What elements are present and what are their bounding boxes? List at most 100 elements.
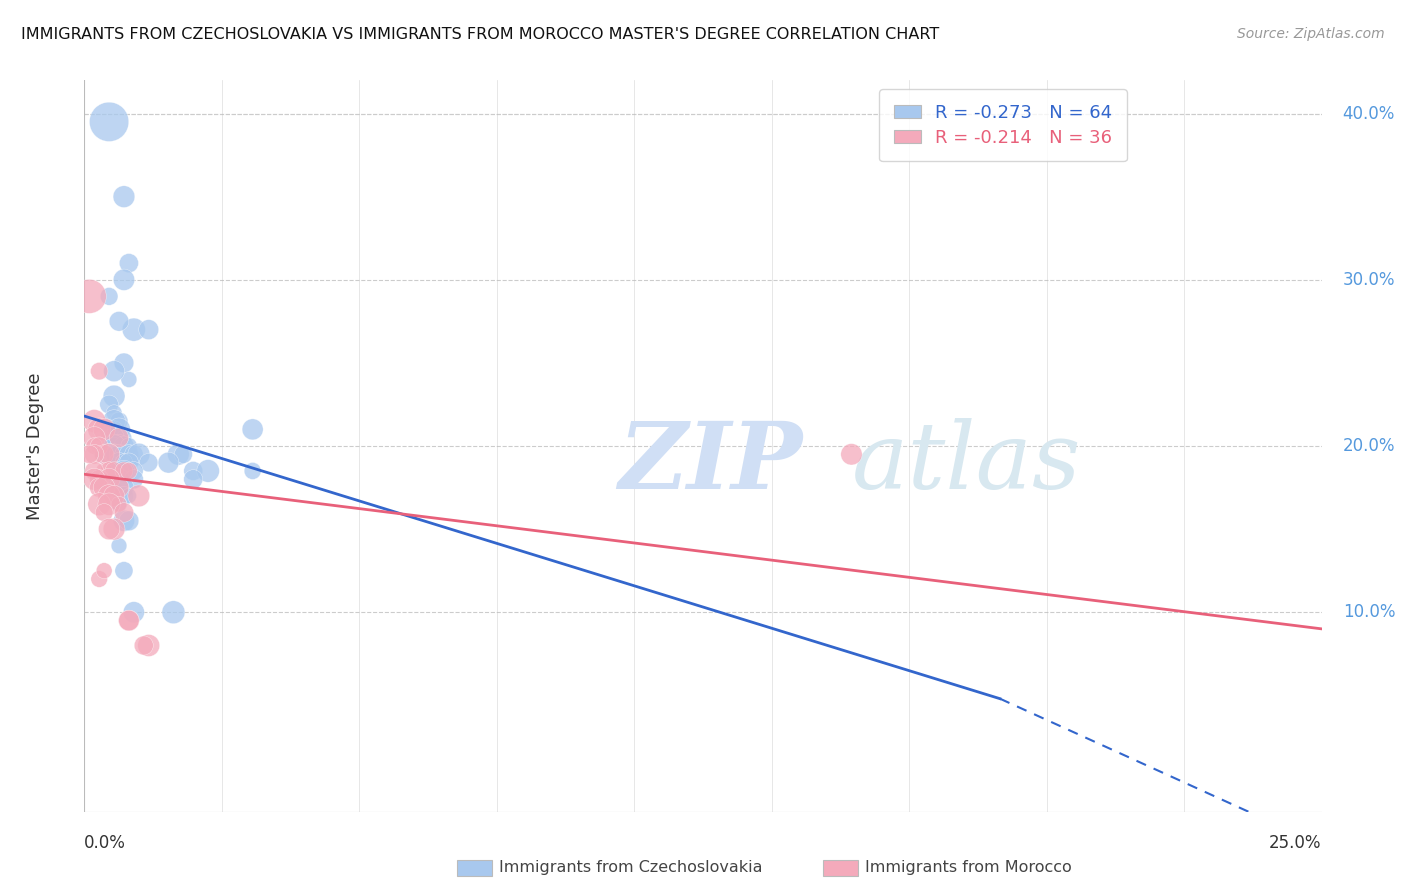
Point bbox=[103, 522, 125, 536]
Point bbox=[98, 115, 121, 129]
Point bbox=[112, 273, 135, 287]
Point bbox=[242, 464, 264, 478]
Point bbox=[118, 439, 141, 453]
Point bbox=[98, 397, 121, 411]
Point bbox=[98, 472, 121, 486]
Point bbox=[108, 314, 131, 328]
Point bbox=[122, 472, 145, 486]
Point bbox=[89, 364, 111, 378]
Point bbox=[138, 639, 160, 653]
Point bbox=[112, 456, 135, 470]
Point bbox=[118, 464, 141, 478]
Point bbox=[118, 489, 141, 503]
Point bbox=[103, 439, 125, 453]
Point bbox=[138, 323, 160, 337]
Point bbox=[98, 489, 121, 503]
Point bbox=[103, 489, 125, 503]
Point bbox=[83, 447, 105, 461]
Point bbox=[98, 289, 121, 303]
Point bbox=[122, 447, 145, 461]
Point bbox=[118, 514, 141, 528]
Point bbox=[98, 447, 121, 461]
Text: Master's Degree: Master's Degree bbox=[27, 372, 44, 520]
Point bbox=[108, 539, 131, 553]
Point bbox=[118, 614, 141, 628]
Point bbox=[103, 447, 125, 461]
Point bbox=[89, 422, 111, 436]
Point bbox=[242, 422, 264, 436]
Point bbox=[108, 472, 131, 486]
Point bbox=[112, 431, 135, 445]
Point bbox=[118, 456, 141, 470]
Point bbox=[103, 422, 125, 436]
Text: Immigrants from Czechoslovakia: Immigrants from Czechoslovakia bbox=[499, 861, 762, 875]
Text: 0.0%: 0.0% bbox=[84, 834, 127, 852]
Point bbox=[138, 456, 160, 470]
Point bbox=[103, 431, 125, 445]
Text: 25.0%: 25.0% bbox=[1270, 834, 1322, 852]
Point bbox=[108, 431, 131, 445]
Text: Immigrants from Morocco: Immigrants from Morocco bbox=[865, 861, 1071, 875]
Point bbox=[89, 472, 111, 486]
Point bbox=[89, 481, 111, 495]
Point bbox=[83, 464, 105, 478]
Point bbox=[128, 447, 150, 461]
Point bbox=[112, 481, 135, 495]
Point bbox=[108, 481, 131, 495]
Text: IMMIGRANTS FROM CZECHOSLOVAKIA VS IMMIGRANTS FROM MOROCCO MASTER'S DEGREE CORREL: IMMIGRANTS FROM CZECHOSLOVAKIA VS IMMIGR… bbox=[21, 27, 939, 42]
Point bbox=[93, 464, 115, 478]
Text: ZIP: ZIP bbox=[617, 417, 801, 508]
Point bbox=[103, 464, 125, 478]
Point bbox=[93, 506, 115, 520]
Text: atlas: atlas bbox=[852, 417, 1081, 508]
Point bbox=[841, 447, 863, 461]
Point bbox=[98, 422, 121, 436]
Point bbox=[112, 439, 135, 453]
Text: 10.0%: 10.0% bbox=[1343, 603, 1395, 621]
Point bbox=[89, 497, 111, 511]
Point bbox=[89, 572, 111, 586]
Point bbox=[172, 447, 194, 461]
Point bbox=[197, 464, 219, 478]
Point bbox=[157, 456, 180, 470]
Point bbox=[128, 489, 150, 503]
Point bbox=[112, 464, 135, 478]
Point bbox=[112, 514, 135, 528]
Point bbox=[79, 289, 101, 303]
Point bbox=[162, 605, 184, 619]
Point bbox=[167, 447, 190, 461]
Point bbox=[93, 447, 115, 461]
Point bbox=[132, 639, 155, 653]
Point bbox=[112, 447, 135, 461]
Point bbox=[103, 439, 125, 453]
Point bbox=[112, 356, 135, 370]
Point bbox=[108, 497, 131, 511]
Point bbox=[83, 472, 105, 486]
Point bbox=[108, 414, 131, 428]
Point bbox=[112, 564, 135, 578]
Point bbox=[112, 506, 135, 520]
Point bbox=[118, 447, 141, 461]
Point bbox=[93, 422, 115, 436]
Point bbox=[93, 564, 115, 578]
Point bbox=[122, 605, 145, 619]
Point bbox=[93, 447, 115, 461]
Point bbox=[83, 431, 105, 445]
Point bbox=[79, 447, 101, 461]
Point bbox=[108, 439, 131, 453]
Point bbox=[112, 464, 135, 478]
Point bbox=[103, 414, 125, 428]
Point bbox=[108, 497, 131, 511]
Point bbox=[103, 406, 125, 420]
Text: Source: ZipAtlas.com: Source: ZipAtlas.com bbox=[1237, 27, 1385, 41]
Point bbox=[103, 364, 125, 378]
Point bbox=[108, 481, 131, 495]
Point bbox=[83, 439, 105, 453]
Point bbox=[108, 456, 131, 470]
Point bbox=[122, 323, 145, 337]
Point bbox=[103, 447, 125, 461]
Point bbox=[93, 481, 115, 495]
Point bbox=[112, 189, 135, 203]
Text: 30.0%: 30.0% bbox=[1343, 271, 1395, 289]
Point bbox=[108, 422, 131, 436]
